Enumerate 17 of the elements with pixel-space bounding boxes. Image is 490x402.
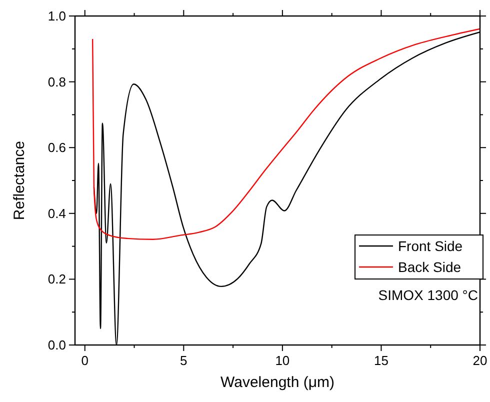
y-tick-label: 0.4 [48,206,66,221]
line-series [92,28,480,240]
y-axis-title: Reflectance [11,140,28,220]
y-tick-label: 0.6 [48,140,66,156]
x-tick-label: 0 [81,353,88,368]
annotation: SIMOX 1300 °C [378,287,478,303]
x-tick-label: 20 [472,353,488,368]
x-tick-label: 10 [275,353,290,368]
x-tick-label: 5 [180,353,188,368]
y-tick-label: 0.2 [48,272,66,287]
y-tick-label: 1.0 [48,8,66,24]
x-tick-label: 15 [374,353,388,368]
legend-label: Front Side [398,238,463,254]
text: 0.0 [48,338,66,352]
y-tick-label: 0.8 [48,74,66,90]
legend-label: Back Side [398,259,462,275]
x-axis-title: Wavelength (μm) [220,374,334,391]
